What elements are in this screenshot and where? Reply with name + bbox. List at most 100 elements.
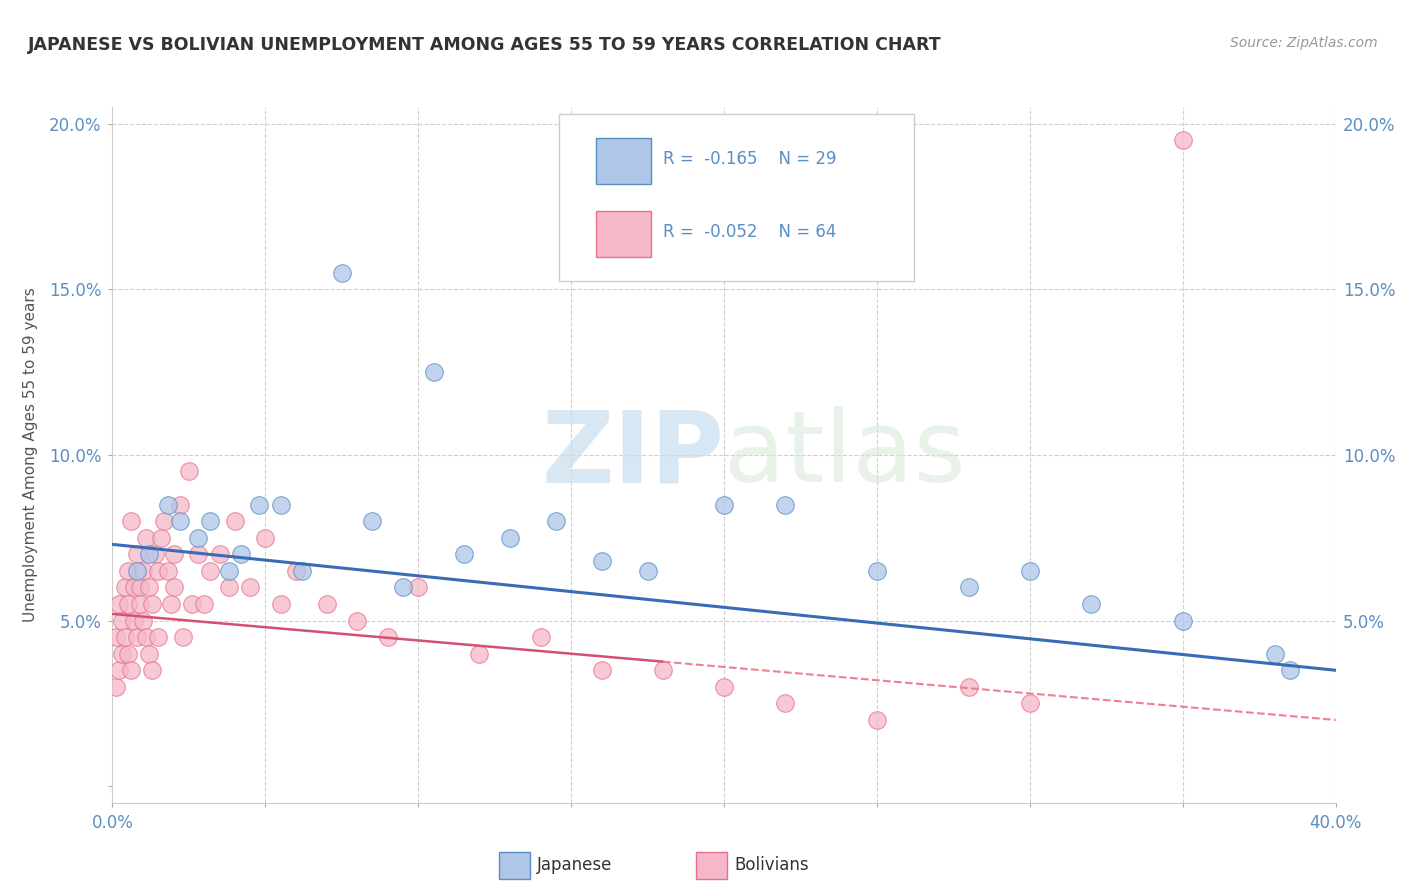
- Point: [187, 531, 209, 545]
- Point: [125, 547, 148, 561]
- Bar: [596, 138, 651, 184]
- Point: [150, 531, 173, 545]
- Point: [120, 663, 142, 677]
- Text: Bolivians: Bolivians: [734, 856, 808, 874]
- Point: [361, 514, 384, 528]
- Point: [125, 564, 148, 578]
- Text: atlas: atlas: [724, 407, 966, 503]
- Point: [122, 581, 145, 595]
- Point: [159, 597, 181, 611]
- Text: R =  -0.165    N = 29: R = -0.165 N = 29: [664, 150, 837, 169]
- Point: [591, 663, 613, 677]
- Point: [138, 547, 160, 561]
- Point: [499, 531, 522, 545]
- Text: R =  -0.052    N = 64: R = -0.052 N = 64: [664, 223, 837, 241]
- Point: [122, 614, 145, 628]
- Point: [117, 597, 139, 611]
- Point: [138, 581, 160, 595]
- Point: [224, 514, 246, 528]
- Point: [125, 630, 148, 644]
- Point: [114, 581, 136, 595]
- Point: [135, 630, 157, 644]
- Point: [107, 663, 129, 677]
- Point: [200, 514, 222, 528]
- Point: [239, 581, 262, 595]
- Point: [120, 514, 142, 528]
- Point: [530, 630, 553, 644]
- Point: [1018, 564, 1040, 578]
- Point: [1080, 597, 1102, 611]
- Text: ZIP: ZIP: [541, 407, 724, 503]
- Point: [591, 554, 613, 568]
- Point: [148, 564, 170, 578]
- Point: [117, 564, 139, 578]
- Point: [652, 663, 675, 677]
- Point: [156, 498, 179, 512]
- Point: [453, 547, 475, 561]
- Point: [270, 498, 292, 512]
- Point: [111, 647, 134, 661]
- Point: [346, 614, 368, 628]
- Point: [957, 581, 980, 595]
- Point: [254, 531, 277, 545]
- Point: [270, 597, 292, 611]
- Point: [104, 680, 127, 694]
- Point: [866, 564, 889, 578]
- Point: [172, 630, 194, 644]
- Text: Japanese: Japanese: [537, 856, 613, 874]
- Point: [775, 697, 797, 711]
- Text: JAPANESE VS BOLIVIAN UNEMPLOYMENT AMONG AGES 55 TO 59 YEARS CORRELATION CHART: JAPANESE VS BOLIVIAN UNEMPLOYMENT AMONG …: [28, 36, 942, 54]
- Point: [408, 581, 430, 595]
- Point: [169, 514, 191, 528]
- Point: [156, 564, 179, 578]
- Point: [143, 547, 166, 561]
- Point: [247, 498, 270, 512]
- Point: [138, 647, 160, 661]
- Point: [141, 597, 163, 611]
- Point: [107, 597, 129, 611]
- Point: [132, 564, 155, 578]
- Point: [713, 680, 735, 694]
- Point: [229, 547, 252, 561]
- Text: Source: ZipAtlas.com: Source: ZipAtlas.com: [1230, 36, 1378, 50]
- Point: [330, 266, 353, 280]
- Point: [218, 564, 240, 578]
- Point: [111, 614, 134, 628]
- Point: [200, 564, 222, 578]
- Point: [468, 647, 491, 661]
- Point: [163, 581, 186, 595]
- Point: [377, 630, 399, 644]
- Point: [775, 498, 797, 512]
- Point: [135, 531, 157, 545]
- Point: [117, 647, 139, 661]
- Point: [544, 514, 567, 528]
- Point: [187, 547, 209, 561]
- Point: [177, 465, 200, 479]
- Point: [129, 597, 152, 611]
- Point: [114, 630, 136, 644]
- Point: [1264, 647, 1286, 661]
- Point: [141, 663, 163, 677]
- FancyBboxPatch shape: [560, 114, 914, 281]
- Point: [637, 564, 659, 578]
- Point: [957, 680, 980, 694]
- Point: [284, 564, 308, 578]
- Point: [169, 498, 191, 512]
- Point: [392, 581, 415, 595]
- Point: [218, 581, 240, 595]
- Y-axis label: Unemployment Among Ages 55 to 59 years: Unemployment Among Ages 55 to 59 years: [22, 287, 38, 623]
- Point: [193, 597, 215, 611]
- Point: [291, 564, 314, 578]
- Point: [422, 365, 444, 379]
- Point: [181, 597, 204, 611]
- Bar: [596, 211, 651, 257]
- Point: [713, 498, 735, 512]
- Point: [104, 630, 127, 644]
- Point: [1171, 133, 1194, 147]
- Point: [315, 597, 337, 611]
- Point: [1018, 697, 1040, 711]
- Point: [153, 514, 176, 528]
- Point: [208, 547, 231, 561]
- Point: [129, 581, 152, 595]
- Point: [148, 630, 170, 644]
